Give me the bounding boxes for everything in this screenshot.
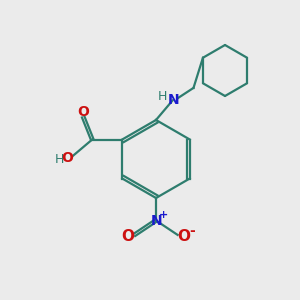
Text: N: N (151, 214, 163, 228)
Text: O: O (121, 229, 134, 244)
Text: O: O (61, 151, 73, 164)
Text: N: N (168, 93, 180, 107)
Text: O: O (77, 105, 89, 118)
Text: O: O (178, 229, 191, 244)
Text: H: H (157, 90, 167, 104)
Text: H: H (55, 153, 64, 166)
Text: +: + (159, 209, 168, 220)
Text: -: - (190, 224, 196, 238)
